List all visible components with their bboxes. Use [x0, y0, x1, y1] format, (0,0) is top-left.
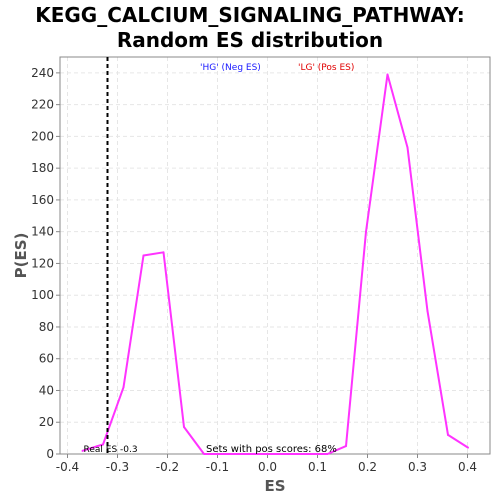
data-point: [183, 426, 185, 429]
chart-title-line-2: Random ES distribution: [116, 28, 384, 52]
data-point: [81, 449, 84, 452]
data-point: [306, 453, 309, 455]
data-point: [326, 453, 329, 455]
pos-es-label: 'LG' (Pos ES): [298, 63, 354, 73]
y-tick-label: 0: [46, 447, 54, 461]
y-tick-label: 200: [31, 129, 54, 143]
real-es-label: Real ES -0.3: [84, 445, 138, 455]
data-point: [365, 230, 367, 233]
data-point: [244, 453, 246, 455]
series-line: [82, 73, 469, 455]
y-tick-label: 20: [39, 415, 54, 429]
data-point: [122, 386, 125, 389]
x-tick-label: -0.1: [206, 460, 229, 474]
neg-es-label: 'HG' (Neg ES): [200, 63, 261, 73]
y-tick-label: 180: [31, 161, 54, 175]
y-tick-label: 240: [31, 66, 54, 80]
data-point: [345, 445, 347, 448]
axis-ticks: 0 20 40 60 80 100 120 140 160 180 200 220 240 -0.4 -0.…: [31, 66, 477, 474]
x-tick-label: 0.3: [408, 460, 427, 474]
y-tick-label: 80: [39, 320, 54, 334]
data-point: [203, 453, 205, 455]
data-point: [96, 445, 99, 448]
pos-scores-label: Sets with pos scores: 68%: [206, 444, 337, 455]
data-point: [266, 453, 269, 455]
data-point: [386, 73, 389, 76]
data-point: [224, 453, 226, 455]
y-axis-label: P(ES): [12, 233, 30, 279]
x-tick-label: -0.2: [156, 460, 179, 474]
x-tick-label: 0.1: [308, 460, 327, 474]
grid: [60, 57, 490, 455]
data-point: [426, 310, 429, 313]
data-point: [162, 251, 165, 254]
x-axis-label: ES: [264, 477, 285, 495]
x-tick-label: 0.4: [458, 460, 477, 474]
data-point: [467, 446, 469, 449]
y-tick-label: 100: [31, 288, 54, 302]
data-point: [102, 443, 104, 446]
y-tick-label: 60: [39, 352, 54, 366]
y-tick-label: 220: [31, 98, 54, 112]
y-tick-label: 120: [31, 256, 54, 270]
data-point: [406, 146, 409, 149]
x-tick-label: 0.2: [358, 460, 377, 474]
data-point: [447, 433, 449, 436]
x-tick-label: 0.0: [258, 460, 277, 474]
y-tick-label: 160: [31, 193, 54, 207]
plot-area: [59, 56, 491, 455]
x-tick-label: -0.4: [56, 460, 79, 474]
series: [81, 73, 469, 455]
annotations: Real ES -0.3 'HG' (Neg ES) 'LG' (Pos ES) Se…: [84, 57, 354, 455]
chart-title-line-1: KEGG_CALCIUM_SIGNALING_PATHWAY:: [35, 3, 465, 27]
y-tick-label: 40: [39, 383, 54, 397]
y-tick-label: 140: [31, 225, 54, 239]
data-point: [142, 254, 145, 257]
x-tick-label: -0.3: [106, 460, 129, 474]
data-point: [286, 453, 289, 455]
